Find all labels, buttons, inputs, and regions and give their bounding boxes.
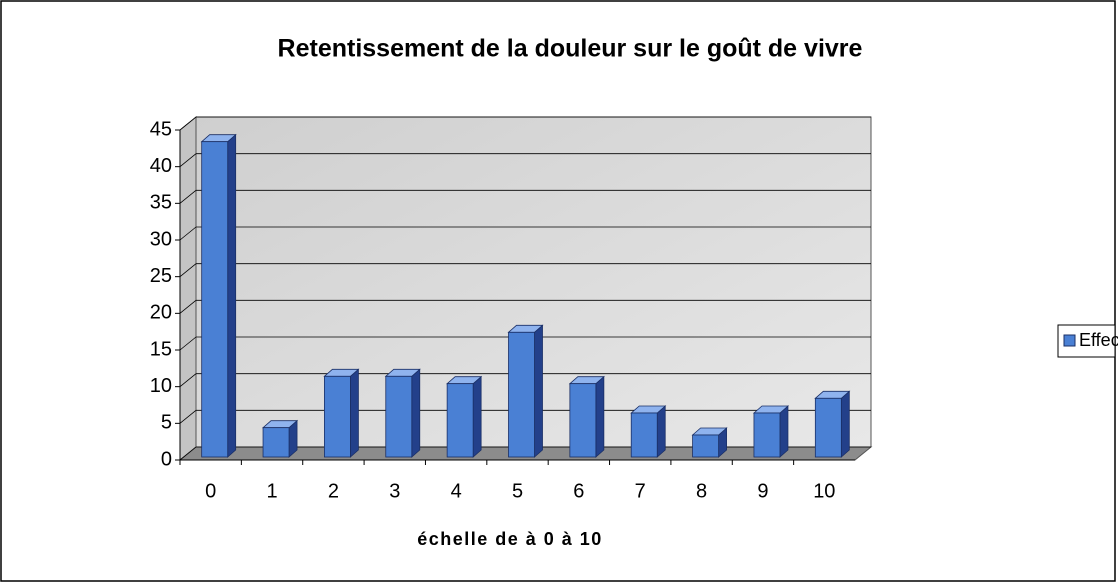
x-tick-label: 5 <box>512 480 523 502</box>
x-axis-label: échelle de à 0 à 10 <box>417 529 603 549</box>
bar <box>508 331 535 458</box>
x-tick-label: 1 <box>266 480 277 502</box>
side-wall <box>179 115 197 462</box>
bar <box>692 434 719 458</box>
x-tick-label: 9 <box>757 480 768 502</box>
x-tick-label: 6 <box>573 480 584 502</box>
legend-text: Effectif <box>1079 330 1118 350</box>
y-tick-label: 25 <box>150 265 172 287</box>
grid-line-side <box>179 153 197 167</box>
grid-line-side <box>179 410 197 424</box>
grid-line-side <box>179 336 197 351</box>
x-tick-label: 8 <box>696 480 707 502</box>
y-tick-label: 20 <box>150 302 172 324</box>
bar-side <box>656 405 666 458</box>
grid-line-side <box>179 300 197 314</box>
grid-line-side <box>179 263 197 277</box>
bar-side <box>350 368 359 458</box>
x-tick-label: 3 <box>389 480 400 502</box>
chart-title: Retentissement de la douleur sur le goût… <box>278 35 863 63</box>
y-tick-label: 5 <box>161 412 172 434</box>
y-tick-label: 40 <box>150 155 172 177</box>
x-tick-label: 10 <box>813 480 835 502</box>
y-tick-label: 15 <box>150 338 172 360</box>
x-tick-label: 0 <box>205 480 216 502</box>
grid-line-side <box>179 373 197 387</box>
bar-side <box>779 405 789 458</box>
x-tick-label: 7 <box>635 480 646 502</box>
y-tick-label: 35 <box>150 192 172 214</box>
bar-side <box>534 324 543 458</box>
bar <box>569 383 597 458</box>
bar-side <box>472 375 482 458</box>
bar-side <box>227 133 237 458</box>
grid-line-side <box>179 446 197 461</box>
bar <box>324 375 351 458</box>
bar <box>201 141 229 458</box>
bar-side <box>411 368 421 458</box>
y-tick-label: 10 <box>150 375 172 397</box>
bar <box>385 375 413 458</box>
x-tick-label: 4 <box>451 480 462 502</box>
grid-line-side <box>179 190 197 204</box>
bar <box>630 412 658 458</box>
y-tick-label: 45 <box>150 118 172 140</box>
y-tick-label: 30 <box>150 228 172 250</box>
bar <box>262 427 290 458</box>
bar <box>446 383 474 458</box>
bar <box>753 412 781 458</box>
x-tick-label: 2 <box>328 480 339 502</box>
y-tick-label: 0 <box>161 448 172 470</box>
bar-side <box>595 375 605 458</box>
bar-side <box>840 390 850 458</box>
bar <box>814 397 842 458</box>
grid-line-side <box>179 116 197 131</box>
grid-line-side <box>179 226 197 241</box>
legend-swatch <box>1063 334 1076 347</box>
